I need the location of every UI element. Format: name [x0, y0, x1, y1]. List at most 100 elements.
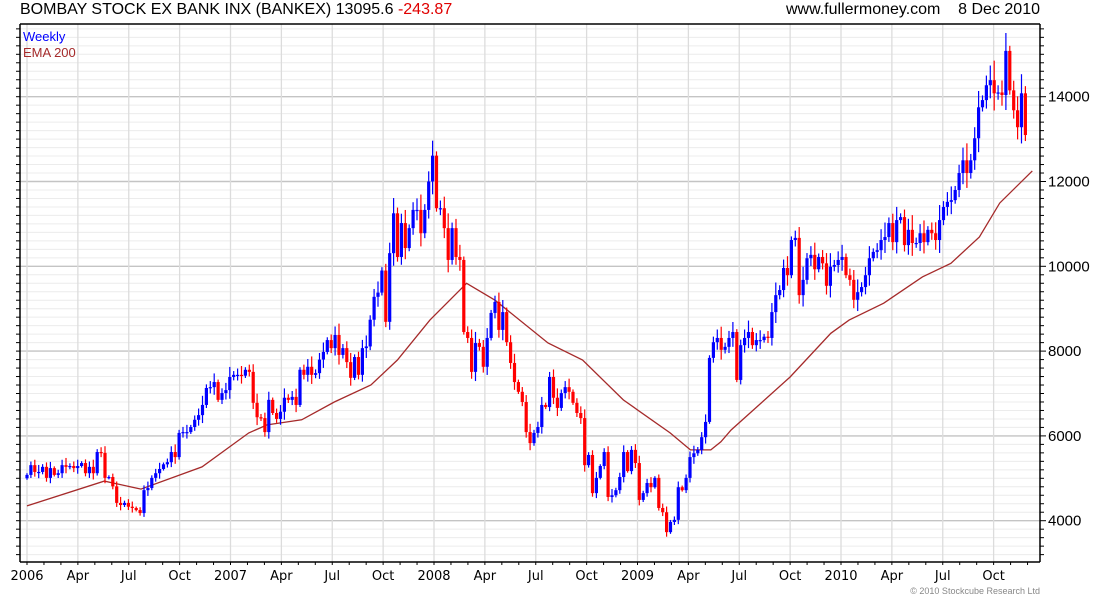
candle: [321, 342, 325, 368]
candle: [680, 485, 684, 492]
candle-body: [754, 340, 758, 346]
candle: [220, 388, 224, 405]
candle: [610, 489, 614, 503]
candle: [196, 408, 201, 426]
candle-body: [1023, 93, 1027, 136]
candle-body: [762, 336, 766, 341]
candle: [146, 481, 150, 496]
candle-body: [926, 229, 930, 243]
grid-lines: [20, 24, 1040, 562]
candle-body: [770, 312, 774, 338]
candle-body: [590, 454, 595, 494]
candle-body: [189, 426, 193, 433]
source-site: www.fullermoney.com: [785, 1, 941, 18]
candle: [118, 496, 123, 511]
candle-body: [586, 454, 591, 466]
candle: [380, 267, 384, 296]
candle: [224, 382, 228, 400]
candle: [778, 285, 782, 300]
candle-body: [469, 337, 474, 372]
candle: [996, 85, 1000, 100]
candle: [40, 464, 45, 475]
legend-weekly: Weekly: [23, 29, 66, 44]
candle-body: [313, 373, 318, 375]
candle-body: [333, 334, 337, 349]
candle-body: [719, 337, 723, 350]
candle: [840, 244, 844, 271]
candle-body: [848, 275, 852, 280]
candle-body: [828, 266, 832, 286]
candle-body: [887, 223, 891, 238]
candle-body: [602, 452, 606, 467]
candle-body: [645, 482, 649, 494]
candle: [333, 326, 337, 356]
candle-body: [247, 369, 251, 372]
candle-body: [914, 242, 918, 245]
candle: [399, 213, 403, 265]
candle: [25, 473, 29, 480]
candle-body: [142, 490, 146, 514]
candle-body: [934, 233, 938, 241]
candle-body: [407, 228, 411, 249]
candle-body: [836, 259, 840, 266]
candle: [239, 366, 244, 384]
candle: [1004, 33, 1008, 111]
candle: [508, 335, 513, 369]
candle: [438, 200, 442, 216]
candle-body: [489, 312, 493, 338]
y-tick-label: 10000: [1048, 258, 1090, 275]
candle: [992, 60, 996, 111]
candle: [555, 388, 559, 417]
candle: [594, 471, 598, 499]
candle: [914, 237, 918, 248]
candle-body: [723, 346, 727, 350]
candle: [758, 330, 762, 349]
candle-body: [879, 240, 883, 251]
x-tick-label: Oct: [779, 569, 801, 584]
candle: [661, 503, 665, 517]
candle-body: [641, 493, 645, 500]
candle: [653, 476, 657, 489]
candle: [501, 299, 505, 341]
candle: [883, 222, 887, 253]
candle: [489, 309, 493, 341]
candle: [458, 244, 462, 271]
candle-body: [83, 463, 88, 474]
candle-body: [774, 295, 778, 313]
candle: [528, 423, 532, 451]
candle: [76, 459, 80, 474]
candle: [466, 326, 470, 344]
candle-body: [902, 217, 907, 246]
candle-body: [988, 80, 992, 86]
candle-body: [380, 270, 384, 293]
candle-body: [1004, 50, 1008, 96]
x-tick-label: Oct: [372, 569, 394, 584]
candle-body: [778, 290, 782, 296]
candle: [384, 263, 388, 328]
candle-body: [44, 466, 49, 478]
candle: [836, 251, 840, 273]
x-tick-label: 2010: [824, 569, 857, 584]
candle-body: [302, 369, 306, 375]
candle-body: [434, 155, 439, 209]
candle-body: [228, 376, 232, 391]
candle: [325, 337, 329, 355]
candle: [415, 198, 419, 221]
candle: [700, 432, 704, 455]
candle-body: [107, 477, 111, 479]
candle: [497, 292, 501, 338]
candle-body: [115, 486, 119, 503]
candle-body: [727, 337, 731, 347]
candle-body: [629, 449, 634, 472]
candle: [349, 352, 353, 386]
candle-body: [224, 390, 228, 394]
candle-body: [388, 253, 392, 322]
candle: [263, 412, 267, 437]
candle: [707, 355, 712, 424]
candle: [820, 250, 825, 270]
candle-body: [793, 237, 797, 241]
candle: [60, 459, 64, 478]
candle-body: [395, 213, 400, 257]
candle: [423, 204, 427, 239]
